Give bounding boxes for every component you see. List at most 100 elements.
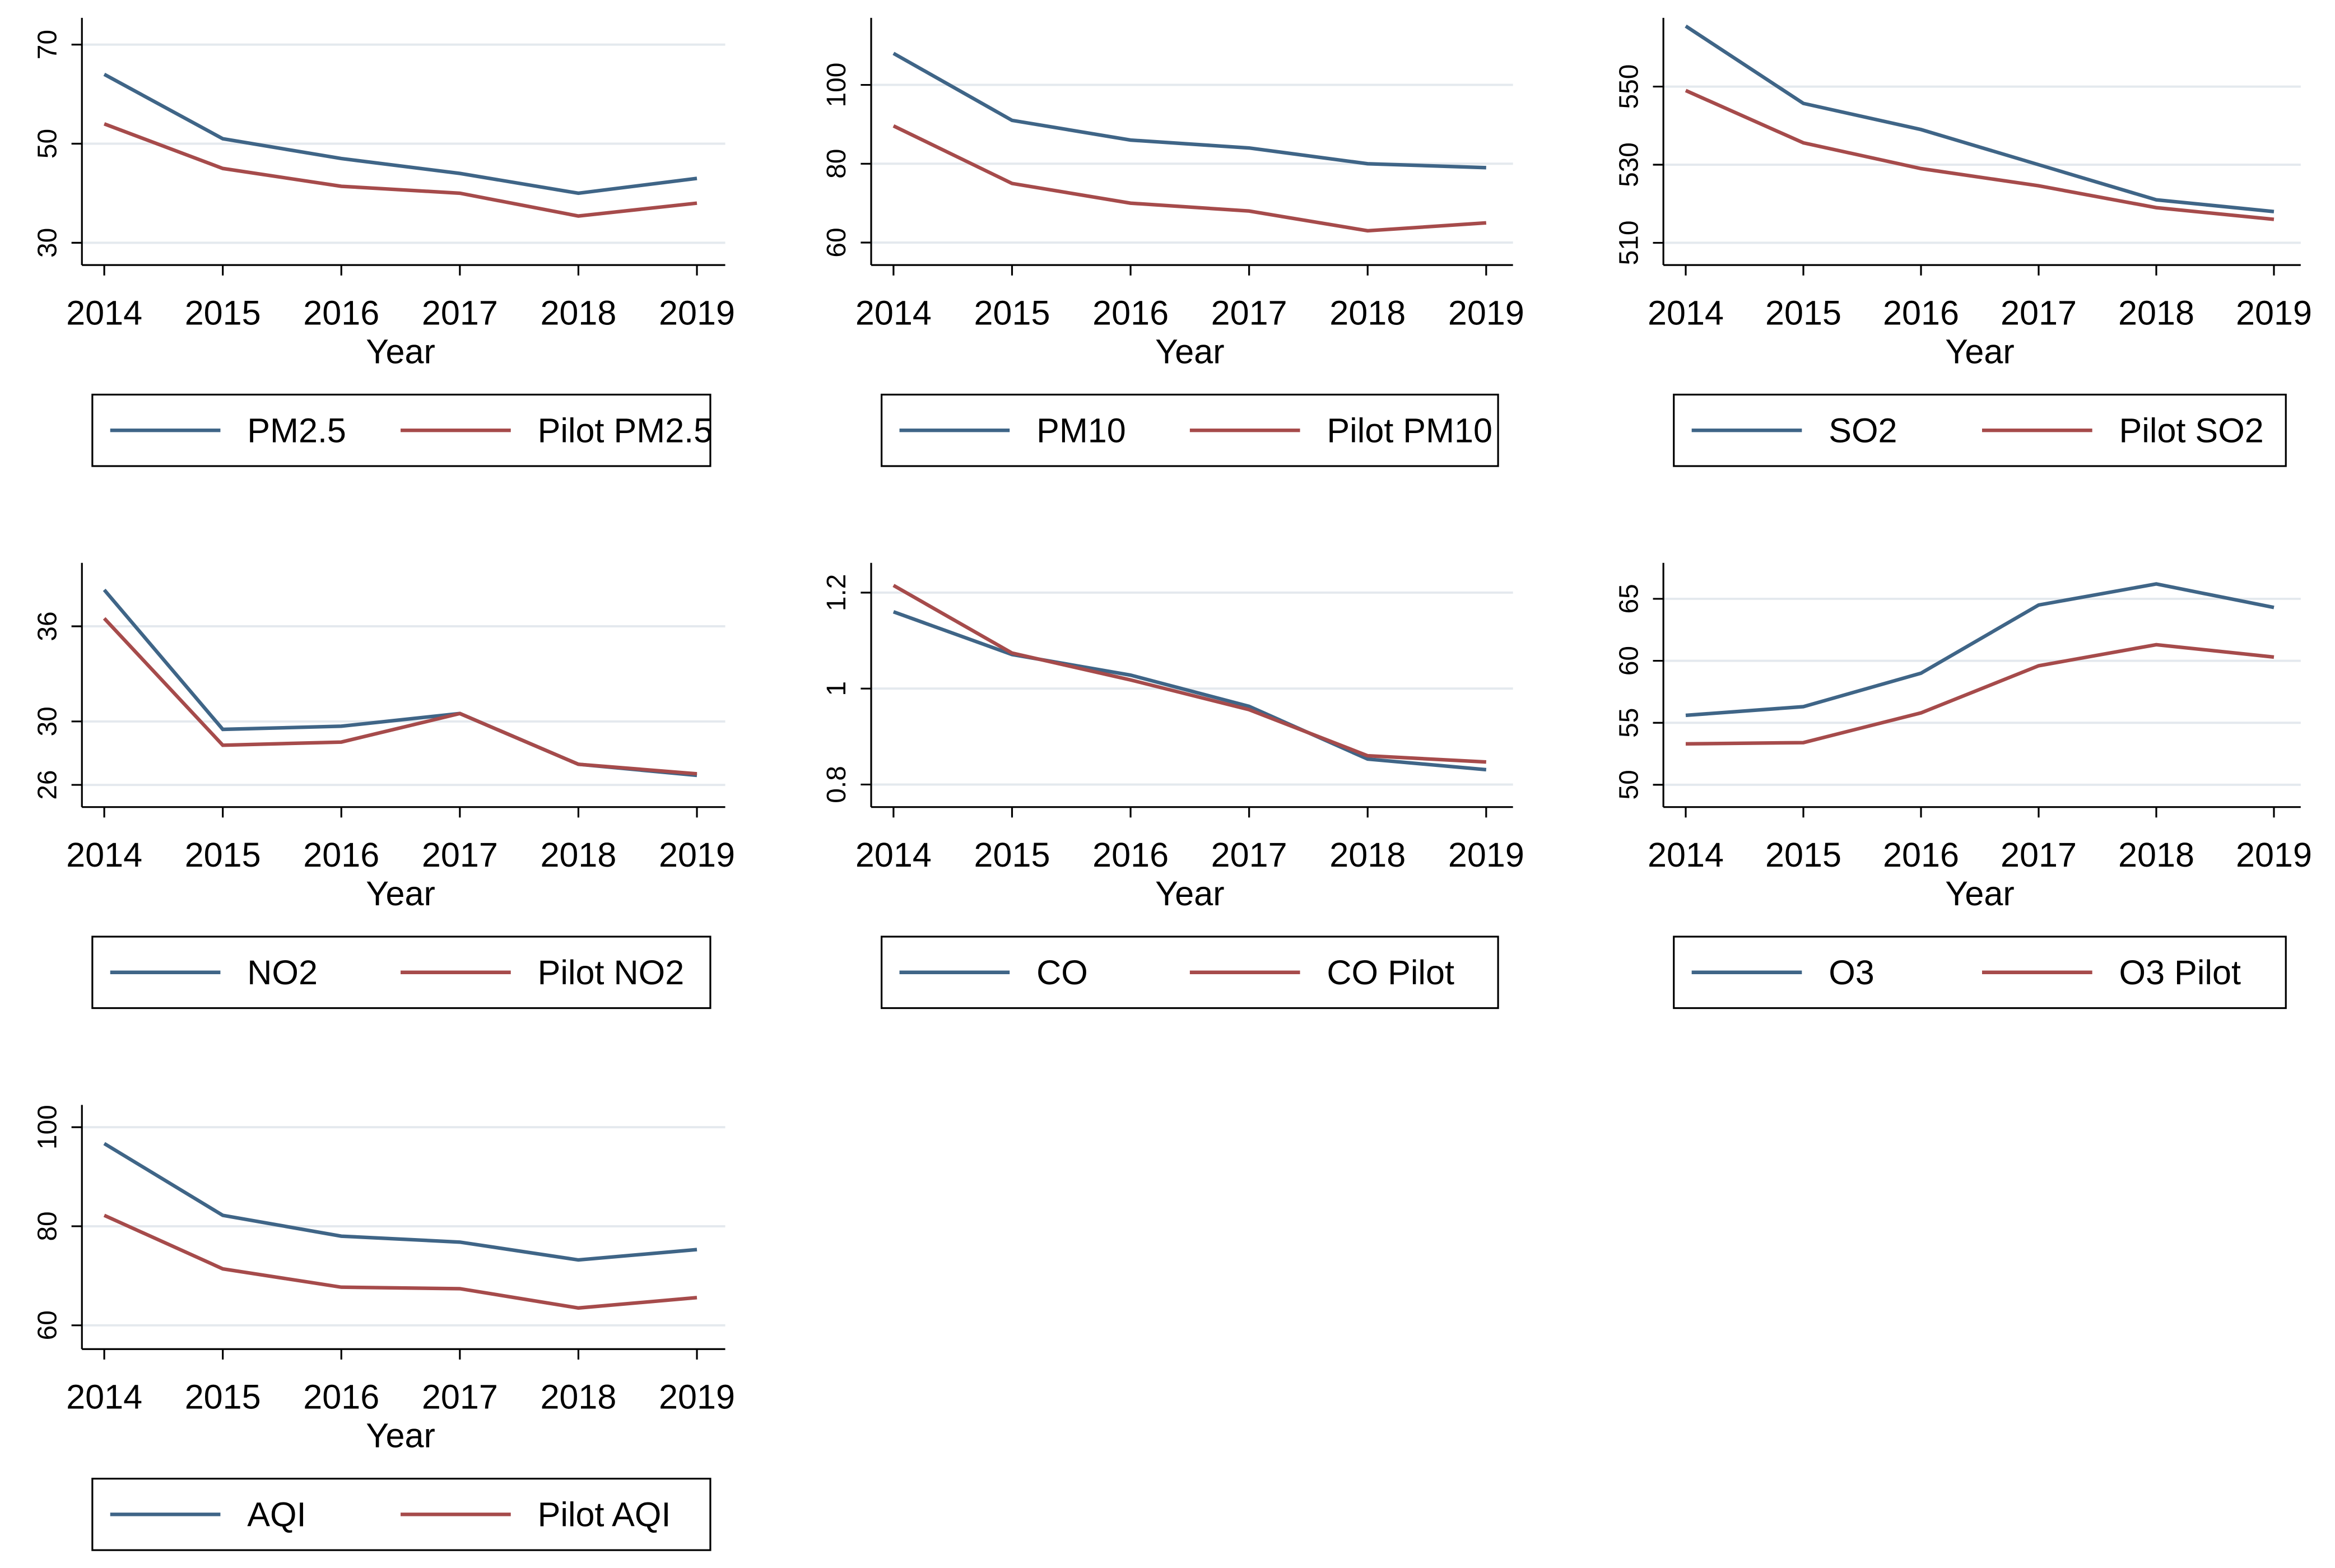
series-line (103, 122, 697, 218)
x-tick-label: 2016 (303, 836, 379, 874)
series-line (1685, 582, 2274, 718)
series-line (103, 72, 697, 196)
x-tick-label: 2017 (422, 1378, 498, 1416)
x-tick-label: 2015 (1765, 836, 1841, 874)
series-line (892, 124, 1487, 233)
y-tick-label: 60 (32, 1310, 62, 1340)
series-line (1685, 89, 2274, 221)
legend-label: Pilot AQI (538, 1496, 671, 1534)
x-tick-label: 2015 (185, 294, 261, 332)
x-tick-label: 2016 (1883, 836, 1959, 874)
x-tick-label: 2019 (2236, 836, 2312, 874)
panel: 60 80 100 2014 2015 2016 2017 2018 2019 Year AQI Pi… (32, 1105, 735, 1551)
legend-label: PM2.5 (247, 411, 346, 449)
x-tick-label: 2015 (185, 836, 261, 874)
x-tick-label: 2015 (1765, 294, 1841, 332)
panel: 510 530 550 2014 2015 2016 2017 2018 2019 Year SO2… (1614, 17, 2312, 467)
x-tick-label: 2019 (2236, 294, 2312, 332)
legend-label: Pilot PM2.5 (538, 411, 713, 449)
panel: 50 55 60 65 2014 2015 2016 2017 2018 2019 Year O3 O3… (1614, 562, 2312, 1009)
legend-label: O3 (1829, 953, 1874, 992)
x-tick-label: 2017 (422, 836, 498, 874)
x-tick-label: 2019 (659, 836, 735, 874)
y-tick-label: 65 (1614, 584, 1644, 613)
x-tick-label: 2014 (1648, 836, 1724, 874)
legend-label: O3 Pilot (2119, 953, 2241, 992)
x-tick-label: 2015 (974, 836, 1050, 874)
x-axis-title: Year (1155, 874, 1225, 913)
legend-label: CO Pilot (1327, 953, 1454, 992)
x-tick-label: 2016 (303, 294, 379, 332)
series-line (103, 588, 697, 778)
y-tick-label: 1 (822, 681, 852, 696)
y-tick-label: 510 (1614, 221, 1644, 266)
x-tick-label: 2019 (1448, 294, 1524, 332)
series-line (892, 52, 1486, 170)
x-tick-label: 2018 (540, 294, 616, 332)
x-axis-title: Year (1155, 333, 1225, 371)
x-tick-label: 2017 (1211, 294, 1287, 332)
y-tick-label: 530 (1614, 142, 1644, 187)
y-tick-label: 26 (32, 770, 62, 799)
legend-label: PM10 (1036, 411, 1126, 449)
series-line (103, 1142, 697, 1262)
x-axis-title: Year (1945, 333, 2015, 371)
x-tick-label: 2018 (2118, 836, 2194, 874)
y-tick-label: 550 (1614, 64, 1644, 109)
x-tick-label: 2018 (2118, 294, 2194, 332)
x-tick-label: 2017 (2001, 294, 2077, 332)
x-tick-label: 2017 (1211, 836, 1287, 874)
legend-label: AQI (247, 1496, 306, 1534)
x-tick-label: 2016 (1092, 836, 1169, 874)
x-tick-label: 2014 (66, 294, 142, 332)
y-tick-label: 70 (32, 30, 62, 59)
y-tick-label: 55 (1614, 708, 1644, 738)
panel: 60 80 100 2014 2015 2016 2017 2018 2019 Year PM10 P… (822, 17, 1524, 467)
x-tick-label: 2014 (66, 1378, 142, 1416)
series-line (892, 584, 1487, 764)
y-tick-label: 1.2 (822, 574, 852, 612)
x-axis-title: Year (366, 1417, 435, 1455)
y-tick-label: 50 (32, 129, 62, 159)
legend-label: Pilot NO2 (538, 953, 685, 992)
x-tick-label: 2014 (1648, 294, 1724, 332)
legend-label: Pilot PM10 (1327, 411, 1492, 449)
x-tick-label: 2015 (974, 294, 1050, 332)
x-tick-label: 2016 (303, 1378, 379, 1416)
series-line (892, 610, 1487, 772)
y-tick-label: 36 (32, 611, 62, 641)
x-tick-label: 2019 (659, 1378, 735, 1416)
panel: 0.8 1 1.2 2014 2015 2016 2017 2018 2019 Year CO CO … (822, 562, 1524, 1009)
x-tick-label: 2018 (1329, 294, 1406, 332)
x-axis-title: Year (366, 874, 435, 913)
x-tick-label: 2016 (1092, 294, 1169, 332)
x-tick-label: 2018 (540, 1378, 616, 1416)
y-tick-label: 50 (1614, 770, 1644, 799)
x-tick-label: 2014 (66, 836, 142, 874)
x-tick-label: 2014 (855, 294, 932, 332)
series-line (103, 1213, 697, 1310)
x-tick-label: 2014 (855, 836, 932, 874)
y-tick-label: 100 (822, 63, 852, 108)
y-tick-label: 100 (32, 1105, 62, 1150)
series-line (1685, 643, 2274, 746)
y-tick-label: 30 (32, 706, 62, 736)
y-tick-label: 80 (32, 1211, 62, 1241)
x-tick-label: 2015 (185, 1378, 261, 1416)
x-axis-title: Year (1945, 874, 2015, 913)
legend-label: Pilot SO2 (2119, 411, 2264, 449)
series-line (1685, 24, 2274, 213)
series-line (103, 617, 697, 776)
y-tick-label: 30 (32, 228, 62, 258)
x-tick-label: 2018 (540, 836, 616, 874)
y-tick-label: 60 (1614, 646, 1644, 676)
panel: 26 30 36 2014 2015 2016 2017 2018 2019 Year NO2 Pil… (32, 562, 735, 1009)
y-tick-label: 0.8 (822, 766, 852, 803)
x-tick-label: 2016 (1883, 294, 1959, 332)
legend-label: SO2 (1829, 411, 1897, 449)
x-tick-label: 2017 (422, 294, 498, 332)
legend-label: CO (1036, 953, 1088, 992)
x-tick-label: 2019 (659, 294, 735, 332)
